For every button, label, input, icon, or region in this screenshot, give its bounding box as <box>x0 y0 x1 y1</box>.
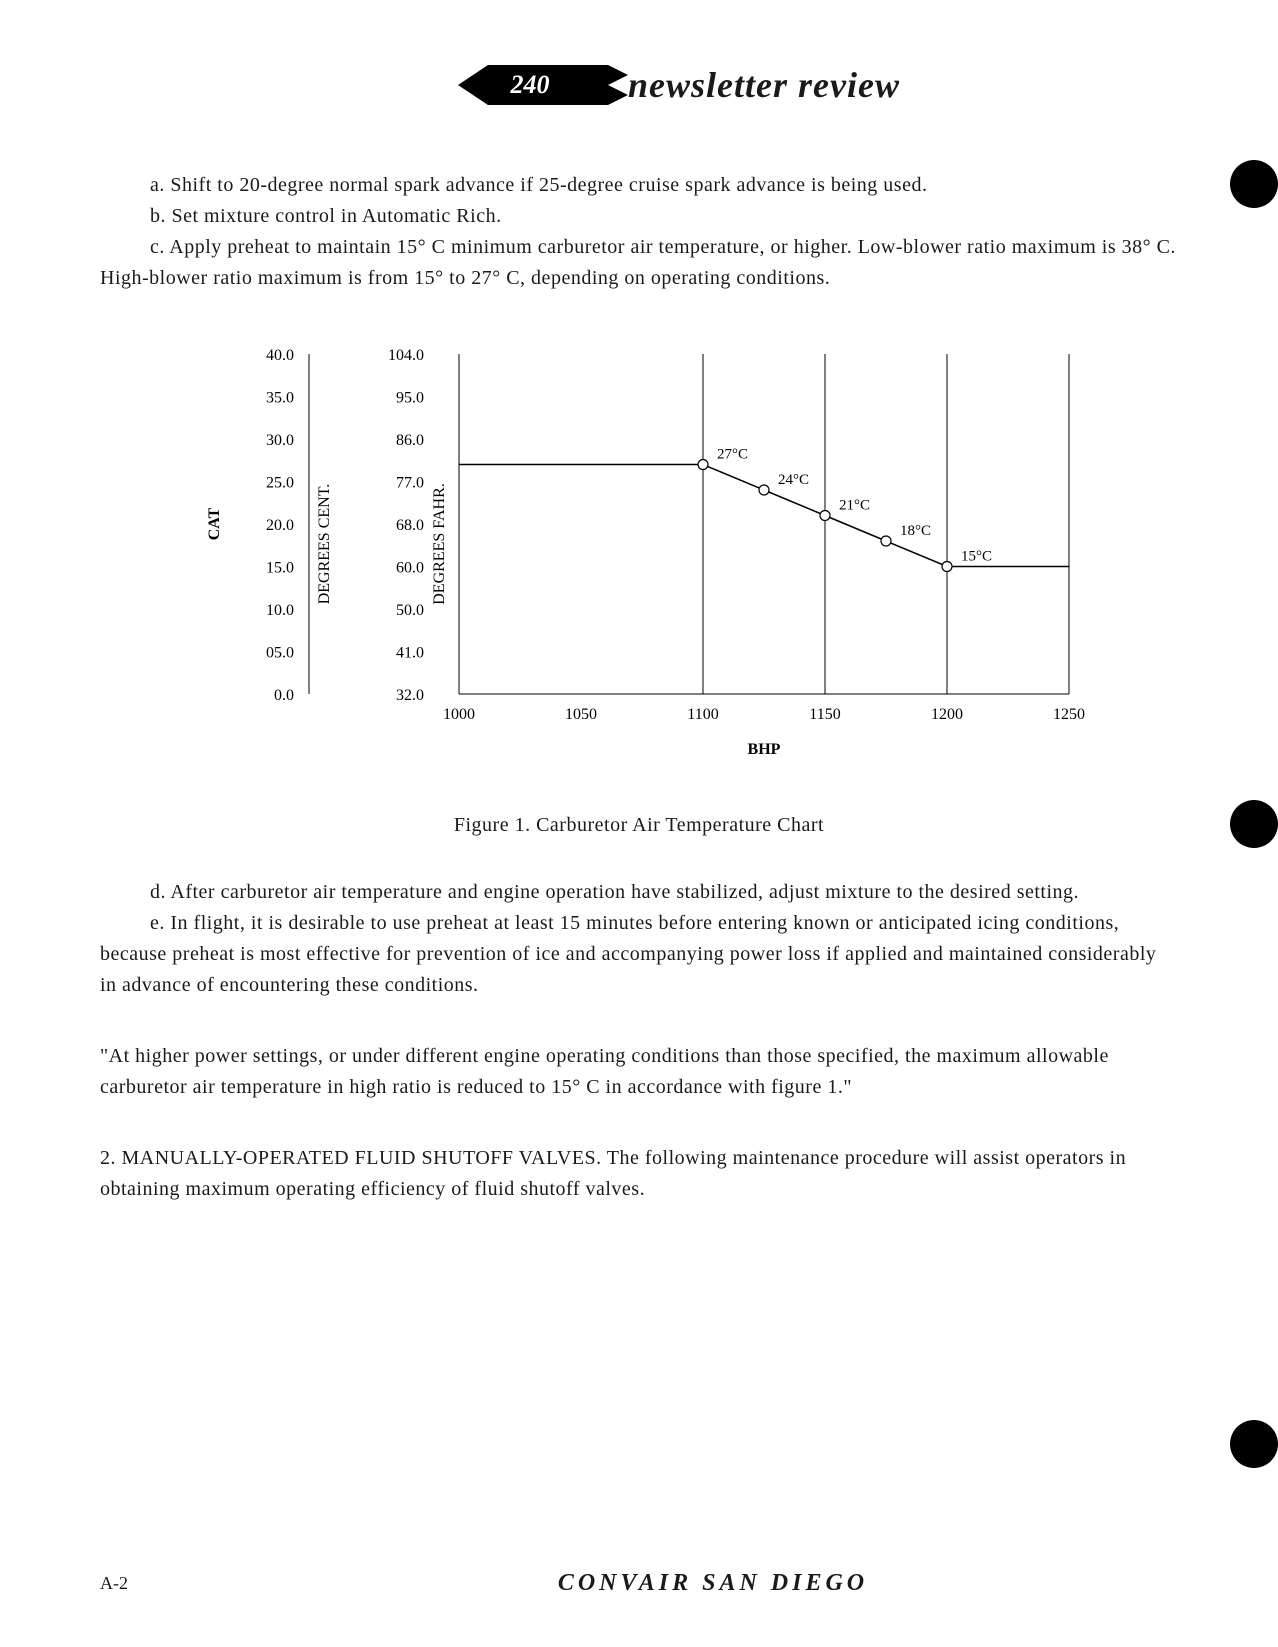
svg-text:95.0: 95.0 <box>396 390 424 407</box>
svg-text:68.0: 68.0 <box>396 517 424 534</box>
svg-text:1100: 1100 <box>687 706 718 723</box>
svg-text:35.0: 35.0 <box>266 390 294 407</box>
body-block-3: "At higher power settings, or under diff… <box>100 1041 1178 1103</box>
svg-text:05.0: 05.0 <box>266 645 294 662</box>
svg-text:1250: 1250 <box>1053 706 1085 723</box>
svg-text:25.0: 25.0 <box>266 475 294 492</box>
svg-text:27°C: 27°C <box>717 447 748 463</box>
svg-text:104.0: 104.0 <box>388 347 424 364</box>
svg-text:30.0: 30.0 <box>266 432 294 449</box>
svg-text:10.0: 10.0 <box>266 602 294 619</box>
svg-text:15°C: 15°C <box>961 549 992 565</box>
svg-text:0.0: 0.0 <box>274 687 294 704</box>
para-sec2: 2. MANUALLY-OPERATED FLUID SHUTOFF VALVE… <box>100 1143 1178 1205</box>
cat-chart: 1000 1050 1100 1150 1200 1250 BHP 40.0 35.0 30.0 2… <box>189 334 1089 774</box>
page-footer: A-2 CONVAIR SAN DIEGO <box>100 1570 1178 1597</box>
badge-arrow: 240 <box>458 60 618 110</box>
svg-text:1000: 1000 <box>443 706 475 723</box>
para-quote: "At higher power settings, or under diff… <box>100 1041 1178 1103</box>
svg-text:77.0: 77.0 <box>396 475 424 492</box>
footer-brand: CONVAIR SAN DIEGO <box>558 1570 868 1597</box>
page-header: 240 newsletter review <box>180 60 1178 110</box>
svg-text:21°C: 21°C <box>839 498 870 514</box>
page-number: A-2 <box>100 1573 128 1594</box>
svg-text:DEGREES CENT.: DEGREES CENT. <box>316 484 333 605</box>
badge-number: 240 <box>511 70 550 100</box>
svg-text:CAT: CAT <box>206 507 223 540</box>
svg-text:DEGREES FAHR.: DEGREES FAHR. <box>431 483 448 605</box>
binder-hole <box>1230 160 1278 208</box>
svg-text:50.0: 50.0 <box>396 602 424 619</box>
svg-text:20.0: 20.0 <box>266 517 294 534</box>
para-d: d. After carburetor air temperature and … <box>100 877 1178 908</box>
para-c: c. Apply preheat to maintain 15° C minim… <box>100 232 1178 294</box>
svg-text:1050: 1050 <box>565 706 597 723</box>
para-a: a. Shift to 20-degree normal spark advan… <box>100 170 1178 201</box>
newsletter-title: newsletter review <box>628 64 900 106</box>
svg-text:BHP: BHP <box>748 741 781 758</box>
svg-text:18°C: 18°C <box>900 523 931 539</box>
svg-text:60.0: 60.0 <box>396 560 424 577</box>
svg-text:40.0: 40.0 <box>266 347 294 364</box>
body-block-1: a. Shift to 20-degree normal spark advan… <box>100 170 1178 294</box>
binder-hole <box>1230 1420 1278 1468</box>
svg-text:32.0: 32.0 <box>396 687 424 704</box>
body-block-2: d. After carburetor air temperature and … <box>100 877 1178 1001</box>
figure-caption: Figure 1. Carburetor Air Temperature Cha… <box>100 814 1178 837</box>
binder-hole <box>1230 800 1278 848</box>
body-block-4: 2. MANUALLY-OPERATED FLUID SHUTOFF VALVE… <box>100 1143 1178 1205</box>
svg-text:1200: 1200 <box>931 706 963 723</box>
para-b: b. Set mixture control in Automatic Rich… <box>100 201 1178 232</box>
para-e: e. In flight, it is desirable to use pre… <box>100 908 1178 1001</box>
svg-text:86.0: 86.0 <box>396 432 424 449</box>
svg-text:41.0: 41.0 <box>396 645 424 662</box>
svg-text:15.0: 15.0 <box>266 560 294 577</box>
svg-text:1150: 1150 <box>809 706 840 723</box>
svg-text:24°C: 24°C <box>778 472 809 488</box>
